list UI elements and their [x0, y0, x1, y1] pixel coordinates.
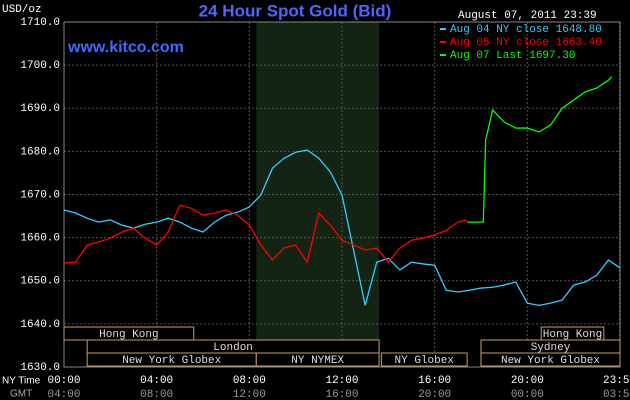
session-box — [380, 352, 468, 367]
session-box — [255, 352, 380, 367]
session-label: New York Globex — [501, 355, 600, 367]
chart-title: 24 Hour Spot Gold (Bid) — [199, 1, 392, 20]
website: www.kitco.com — [67, 39, 184, 56]
session-label: NY Globex — [395, 355, 455, 367]
x2-tick-label: 03:59 — [603, 389, 630, 400]
session-label: NY NYMEX — [291, 355, 344, 367]
x-tick-label: 08:00 — [233, 375, 266, 387]
session-label: New York Globex — [122, 355, 221, 367]
session-label: London — [213, 342, 253, 354]
y-tick-label: 1660.0 — [20, 233, 60, 245]
y-tick-label: 1700.0 — [20, 60, 60, 72]
series-line — [63, 149, 621, 306]
x2-tick-label: 04:00 — [47, 389, 80, 400]
x2-tick-label: 20:00 — [418, 389, 451, 400]
x2-tick-label: 16:00 — [325, 389, 358, 400]
x2-axis-label: GMT — [10, 389, 32, 400]
x-tick-label: 20:00 — [511, 375, 544, 387]
y-tick-label: 1650.0 — [20, 276, 60, 288]
session-label: Hong Kong — [543, 329, 602, 341]
legend-label: Aug 05 NY close 1663.40 — [450, 37, 602, 49]
y-tick-label: 1670.0 — [20, 189, 60, 201]
x2-tick-label: 00:00 — [511, 389, 544, 400]
session-label: Sydney — [531, 342, 571, 354]
y-tick-label: 1680.0 — [20, 146, 60, 158]
x-axis-label: NY Time — [2, 376, 41, 387]
x2-tick-label: 12:00 — [233, 389, 266, 400]
y-axis-label: USD/oz — [2, 4, 42, 16]
plot-frame — [63, 21, 621, 368]
x-tick-label: 23:59 — [603, 375, 630, 387]
date: August 07, 2011 23:39 — [458, 10, 597, 22]
y-tick-label: 1690.0 — [20, 103, 60, 115]
y-tick-label: 1630.0 — [20, 362, 60, 374]
series-line — [63, 204, 468, 264]
y-tick-label: 1710.0 — [20, 17, 60, 29]
x-tick-label: 12:00 — [325, 375, 358, 387]
x-tick-label: 04:00 — [140, 375, 173, 387]
legend-label: Aug 04 NY close 1648.80 — [450, 24, 602, 36]
series-line — [467, 76, 613, 223]
x-tick-label: 00:00 — [47, 375, 80, 387]
legend-label: Aug 07 Last 1697.30 — [450, 50, 575, 62]
session-label: Hong Kong — [99, 329, 158, 341]
x-tick-label: 16:00 — [418, 375, 451, 387]
session-box — [480, 352, 621, 367]
y-tick-label: 1640.0 — [20, 319, 60, 331]
x2-tick-label: 08:00 — [140, 389, 173, 400]
